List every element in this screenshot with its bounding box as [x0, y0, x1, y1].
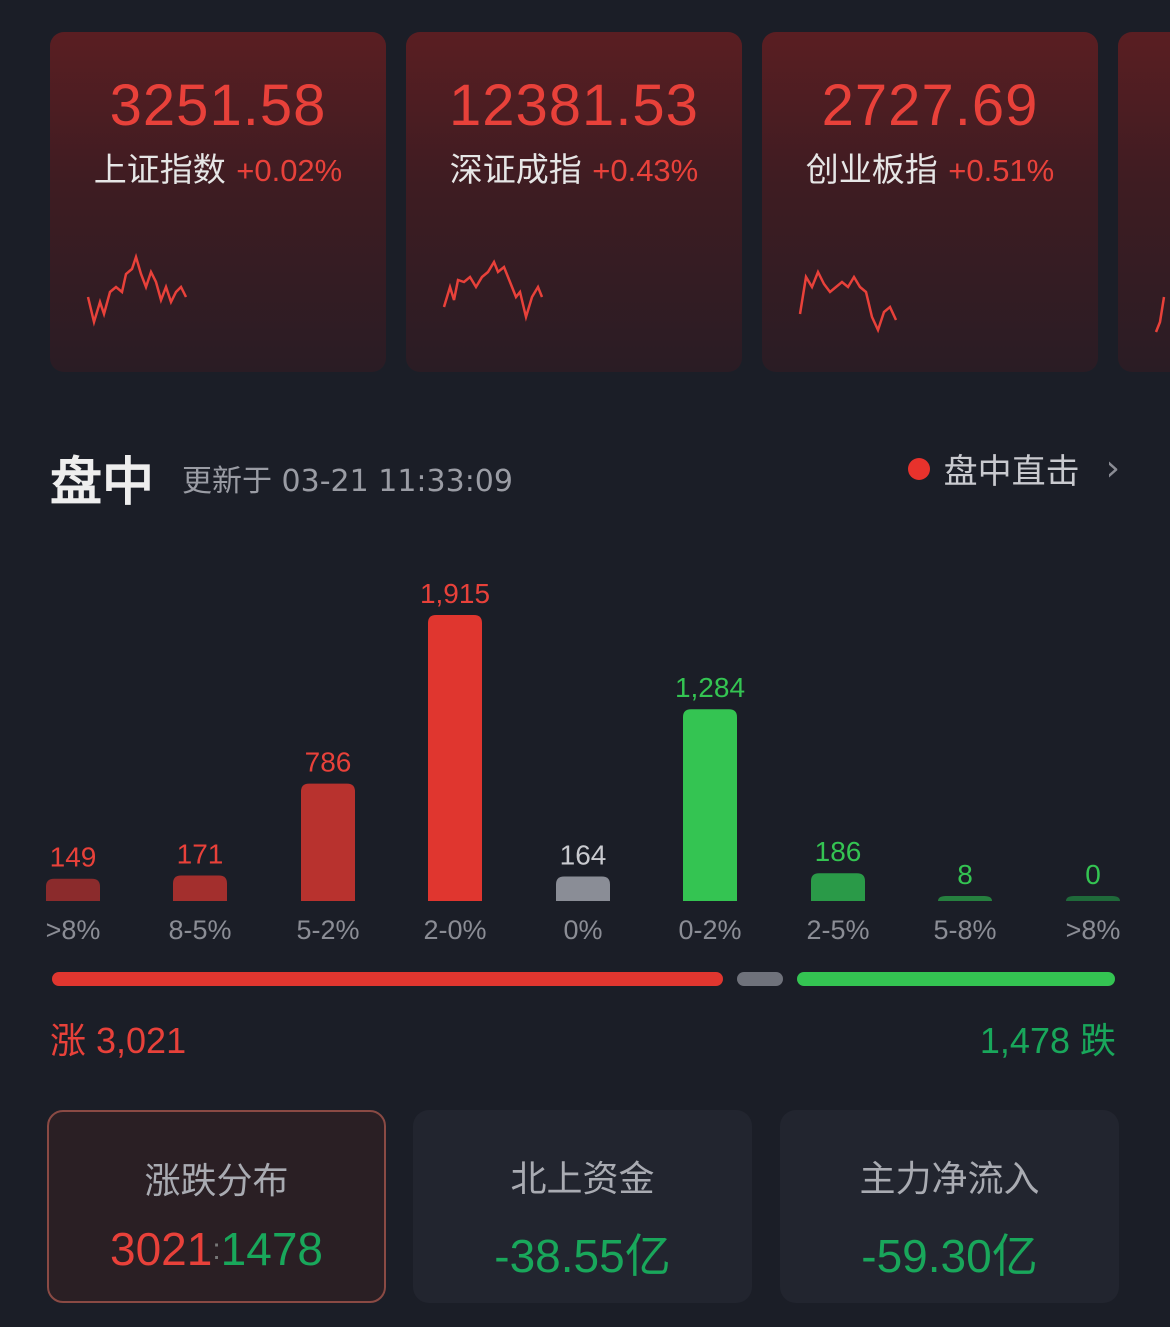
up-count: 涨 3,021 [50, 1020, 187, 1061]
bar [1066, 896, 1120, 901]
card-title: 北上资金 [510, 1159, 655, 1200]
down-number: 1478 [220, 1223, 324, 1275]
category-label: >8% [46, 915, 101, 945]
down-count: 1,478 跌 [979, 1020, 1116, 1061]
card-main-net-inflow[interactable]: 主力净流入 -59.30亿 [780, 1110, 1119, 1303]
index-name: 创业板指 [805, 150, 938, 189]
category-label: 5-8% [933, 915, 996, 945]
index-name: 深证成指 [449, 150, 582, 189]
card-title: 涨跌分布 [144, 1161, 289, 1202]
bar [811, 873, 865, 901]
index-value: 2727.69 [821, 73, 1039, 138]
bar-value-label: 1,915 [420, 578, 490, 609]
separator: : [212, 1233, 221, 1266]
update-time: 更新于 03-21 11:33:09 [182, 464, 513, 499]
flat-ratio-bar [736, 972, 783, 986]
category-label: 8-5% [168, 915, 231, 945]
live-commentary-link[interactable]: 盘中直击 › [907, 444, 1120, 493]
index-name: 上证指数 [93, 150, 226, 189]
card-value: -59.30亿 [861, 1230, 1038, 1282]
category-label: 2-5% [806, 915, 869, 945]
bar [301, 783, 355, 901]
sparkline [798, 268, 898, 334]
bar-value-label: 1,284 [675, 672, 745, 703]
section-title: 盘中 [50, 453, 155, 513]
up-number: 3021 [109, 1223, 213, 1275]
down-ratio-bar [796, 972, 1115, 986]
index-card-partial[interactable] [1118, 32, 1170, 372]
category-label: 0-2% [678, 915, 741, 945]
bar [683, 709, 737, 901]
bar-value-label: 786 [305, 747, 352, 778]
index-value: 3251.58 [109, 73, 327, 138]
chevron-right-icon: › [1105, 448, 1120, 489]
index-card-shenzhen[interactable]: 12381.53 深证成指 +0.43% [406, 32, 742, 372]
bar [46, 878, 100, 901]
card-northbound-funds[interactable]: 北上资金 -38.55亿 [413, 1110, 752, 1303]
index-value: 12381.53 [449, 73, 699, 138]
up-ratio-bar [52, 972, 723, 986]
category-label: 5-2% [296, 915, 359, 945]
live-label: 盘中直击 [943, 452, 1080, 492]
card-title: 主力净流入 [859, 1159, 1040, 1200]
live-dot-icon [907, 457, 930, 480]
index-change: +0.51% [948, 153, 1055, 188]
index-change: +0.43% [592, 153, 699, 188]
rise-fall-distribution-chart: 149 >8% 171 8-5% 786 5-2% 1,915 2-0% 164 0% 1,284 0… [46, 578, 1121, 945]
bar-value-label: 171 [177, 838, 224, 869]
card-rise-fall-distribution[interactable]: 涨跌分布 3021:1478 [47, 1110, 386, 1303]
sparkline [1154, 296, 1166, 333]
category-label: 0% [563, 915, 602, 945]
sparkline [86, 252, 188, 327]
bar-value-label: 149 [50, 842, 97, 873]
bar [938, 896, 992, 901]
index-card-chinext[interactable]: 2727.69 创业板指 +0.51% [762, 32, 1098, 372]
bar [428, 615, 482, 901]
bar-value-label: 164 [560, 840, 607, 871]
index-change: +0.02% [236, 153, 343, 188]
category-label: 2-0% [423, 915, 486, 945]
index-card-shanghai[interactable]: 3251.58 上证指数 +0.02% [50, 32, 386, 372]
bar [556, 876, 610, 901]
category-label: >8% [1066, 915, 1121, 945]
bar-value-label: 0 [1085, 859, 1101, 890]
bar-value-label: 8 [957, 859, 973, 890]
bar [173, 875, 227, 901]
card-value: -38.55亿 [494, 1230, 671, 1282]
bar-value-label: 186 [815, 836, 862, 867]
sparkline [442, 259, 544, 322]
